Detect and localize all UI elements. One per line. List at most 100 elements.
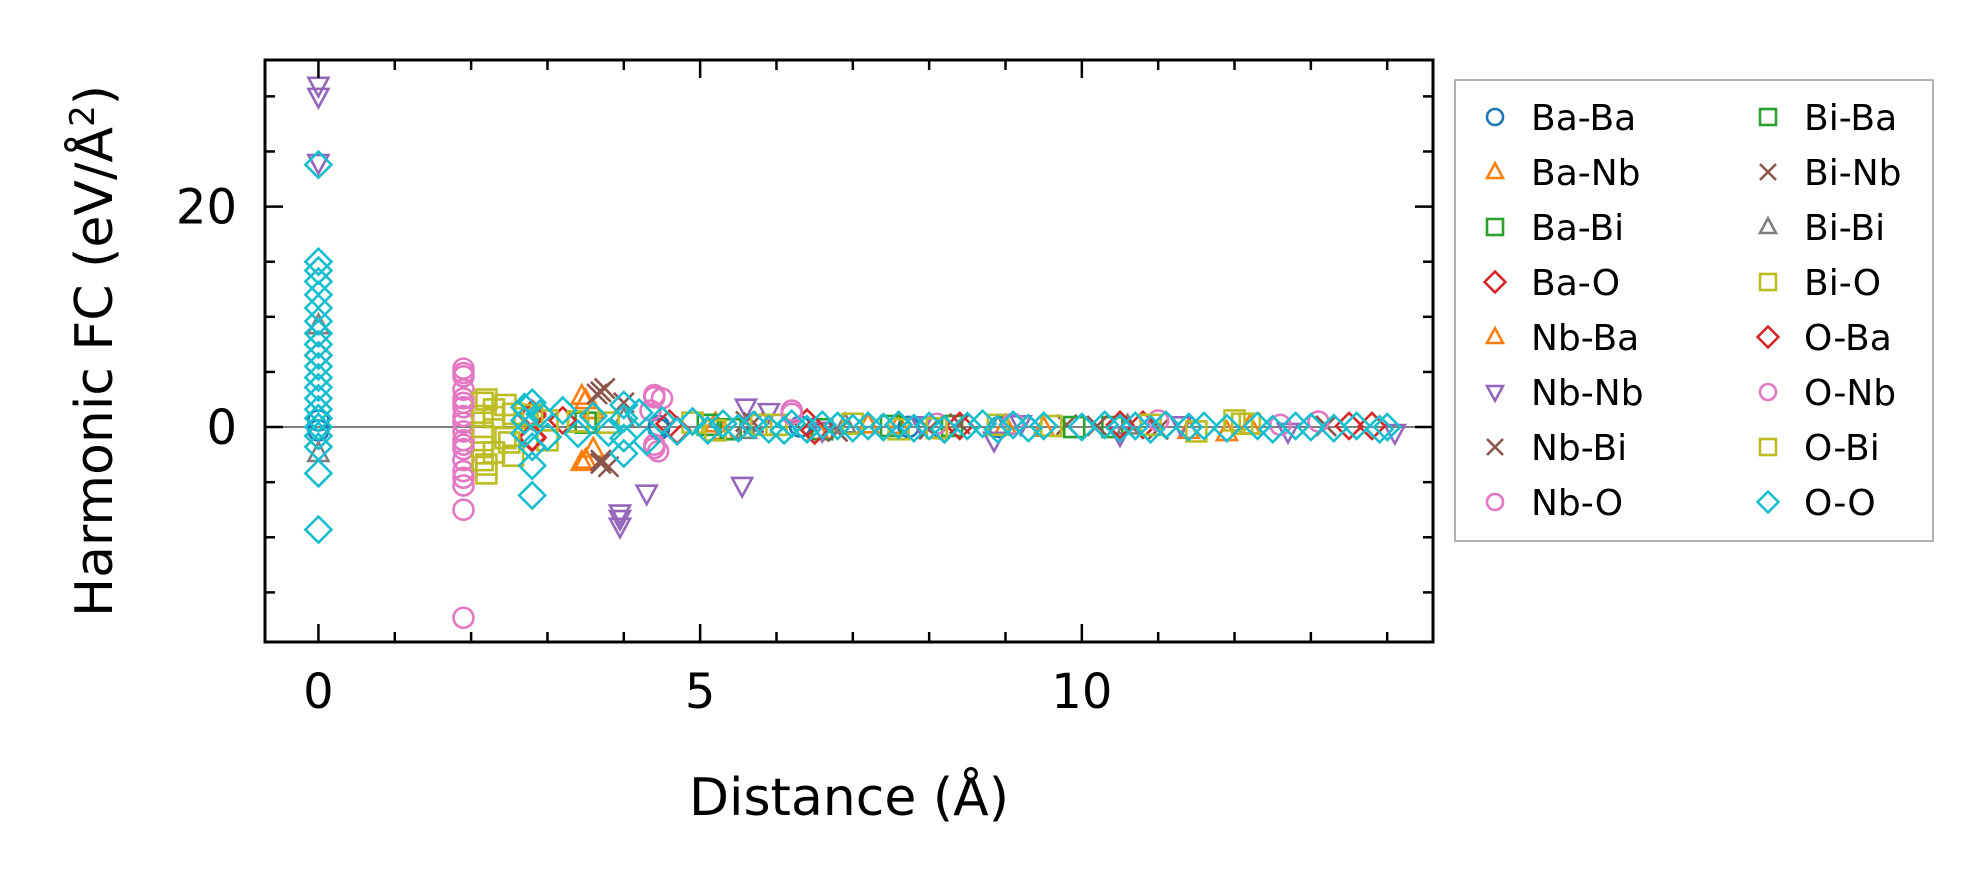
data-point-o-o	[1028, 411, 1059, 441]
data-point-o-o	[692, 415, 723, 446]
plot-frame	[263, 58, 1435, 644]
legend-label: Nb-Ba	[1531, 318, 1639, 359]
data-point-nb-nb	[634, 484, 659, 507]
data-point-o-o	[1105, 413, 1135, 443]
y-tick-label: 0	[206, 400, 237, 456]
data-point-o-o	[1189, 411, 1219, 441]
data-point-bi-o	[1223, 409, 1246, 432]
legend-label: O-Bi	[1804, 428, 1880, 469]
legend-label: Ba-Ba	[1531, 98, 1636, 139]
data-point-o-nb	[452, 391, 475, 415]
x-tick-labels: 0 5 10	[303, 664, 1112, 720]
data-point-o-o	[303, 412, 334, 442]
data-point-bi-o	[566, 410, 590, 433]
data-point-o-o	[1364, 414, 1395, 445]
legend-marker-bi-nb	[1759, 163, 1777, 181]
data-point-nb-nb	[607, 504, 633, 527]
data-point-bi-o	[501, 444, 525, 468]
data-point-ba-o	[1128, 410, 1158, 440]
legend-item-bi-bi: Bi-Bi	[1757, 208, 1885, 249]
legend-item-o-o: O-O	[1755, 483, 1876, 524]
legend-item-ba-bi: Ba-Bi	[1485, 208, 1624, 249]
data-point-o-o	[303, 403, 334, 434]
data-point-nb-o	[452, 474, 475, 497]
legend-item-nb-o: Nb-O	[1485, 483, 1623, 524]
legend-label: Bi-Bi	[1804, 208, 1885, 249]
legend-item-o-ba: O-Ba	[1755, 318, 1892, 359]
data-point-o-o	[509, 418, 540, 449]
legend-marker-o-ba	[1755, 324, 1781, 350]
data-point-o-o	[517, 387, 548, 418]
data-point-o-nb	[452, 433, 475, 456]
legend-marker-o-bi	[1758, 437, 1778, 457]
legend-label: Nb-O	[1531, 483, 1623, 524]
data-point-nb-nb	[607, 509, 633, 533]
legend-marker-nb-nb	[1484, 384, 1506, 404]
data-point-o-o	[624, 397, 654, 428]
data-point-o-o	[303, 362, 334, 393]
data-point-o-o	[1150, 410, 1181, 440]
data-point-o-o	[967, 408, 998, 439]
y-tick-label: 20	[176, 180, 237, 236]
legend-item-bi-o: Bi-O	[1758, 263, 1881, 304]
data-point-o-o	[723, 413, 754, 443]
legend-label: O-Ba	[1804, 318, 1892, 359]
data-point-bi-ba	[1062, 415, 1086, 439]
data-point-o-o	[738, 410, 769, 440]
legend-box	[1454, 79, 1934, 542]
data-point-o-o	[952, 411, 983, 441]
data-point-o-o	[929, 414, 960, 445]
legend-label: Nb-Bi	[1531, 428, 1627, 469]
data-point-bi-nb	[589, 449, 612, 472]
data-point-bi-nb	[586, 383, 608, 405]
x-tick-label: 0	[303, 664, 334, 720]
data-point-nb-nb	[1382, 423, 1408, 447]
x-tick-label: 10	[1051, 664, 1112, 720]
legend-item-nb-bi: Nb-Bi	[1486, 428, 1627, 469]
legend-marker-bi-ba	[1758, 107, 1778, 127]
data-point-bi-o	[1040, 414, 1063, 438]
legend-label: Bi-O	[1804, 263, 1881, 304]
data-point-o-o	[983, 414, 1013, 445]
data-point-o-o	[1066, 412, 1097, 442]
data-point-o-o	[547, 395, 578, 426]
series-o-o	[303, 149, 1403, 545]
data-point-nb-o	[452, 498, 475, 522]
legend-marker-o-nb	[1758, 382, 1778, 402]
legend-item-bi-ba: Bi-Ba	[1758, 98, 1897, 139]
data-point-o-o	[517, 450, 548, 481]
legend-item-ba-nb: Ba-Nb	[1484, 153, 1641, 194]
data-point-o-o	[303, 340, 334, 371]
data-point-o-o	[837, 413, 868, 443]
legend-label: Bi-Nb	[1804, 153, 1901, 194]
data-point-nb-bi	[948, 412, 971, 435]
data-point-o-o	[517, 480, 548, 511]
legend-marker-ba-nb	[1484, 160, 1506, 180]
data-point-nb-o	[452, 606, 475, 630]
data-point-nb-nb	[306, 153, 331, 177]
legend-marker-ba-bi	[1485, 217, 1505, 237]
data-point-o-o	[608, 390, 639, 420]
data-point-o-o	[578, 401, 609, 431]
y-axis-title-main: Harmonic FC (eV/Å	[63, 126, 125, 617]
legend-label: Ba-Bi	[1531, 208, 1624, 249]
data-point-nb-nb	[607, 517, 633, 540]
data-point-o-o	[303, 329, 334, 360]
data-point-o-o	[593, 417, 624, 448]
legend-item-ba-o: Ba-O	[1482, 263, 1620, 304]
legend-item-ba-ba: Ba-Ba	[1485, 98, 1636, 139]
data-point-o-o	[1318, 413, 1349, 443]
data-point-o-o	[677, 406, 708, 437]
data-point-o-o	[1212, 413, 1242, 443]
data-point-o-o	[792, 414, 822, 445]
data-point-o-bi	[475, 453, 498, 476]
data-point-o-o	[1135, 414, 1166, 445]
legend-label: Nb-Nb	[1531, 373, 1644, 414]
y-axis-title: Harmonic FC (eV/Å2)	[63, 85, 125, 617]
data-points-layer	[303, 76, 1408, 630]
data-point-o-o	[303, 318, 334, 349]
data-point-o-bi	[1230, 412, 1254, 436]
data-point-o-o	[532, 422, 563, 452]
data-point-nb-nb	[729, 476, 755, 500]
